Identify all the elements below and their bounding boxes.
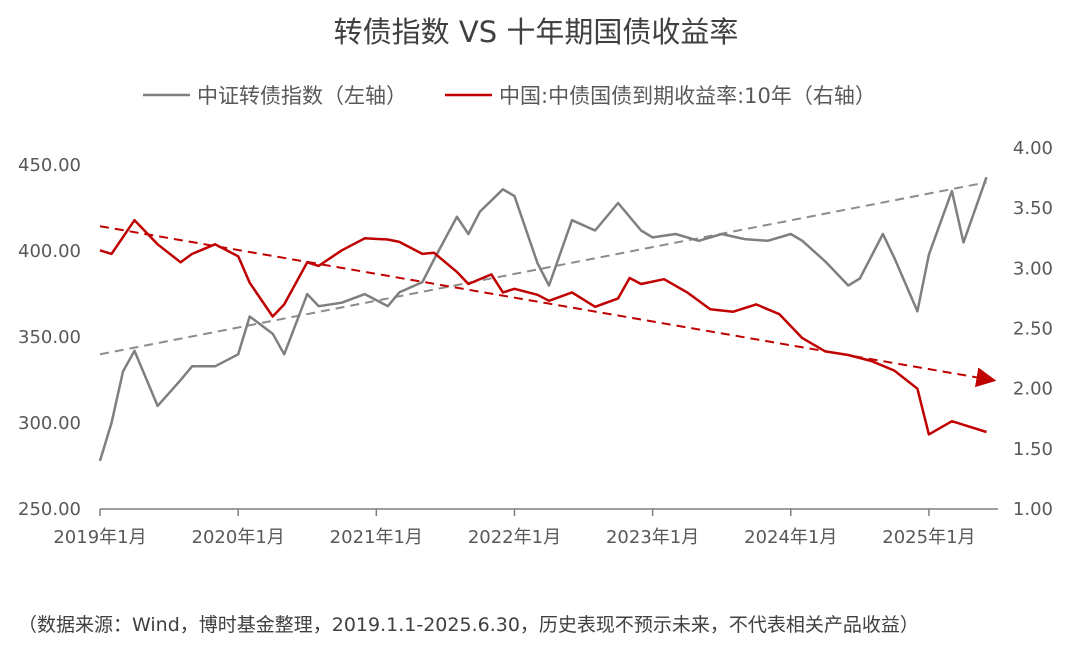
plot-area [98,176,997,462]
right-y-axis: 1.00 1.50 2.00 2.50 3.00 3.50 4.00 [1013,138,1053,520]
y-right-tick-label: 1.00 [1013,499,1053,520]
x-tick-label: 2025年1月 [882,527,975,548]
y-left-tick-label: 400.00 [18,241,81,262]
y-right-tick-label: 2.00 [1013,379,1053,400]
y-right-tick-label: 3.50 [1013,198,1053,219]
legend-label-index: 中证转债指数（左轴） [197,84,407,108]
x-tick-label: 2020年1月 [192,527,285,548]
y-right-tick-label: 2.50 [1013,319,1053,340]
legend: 中证转债指数（左轴） 中国:中债国债到期收益率:10年（右轴） [143,84,876,108]
source-note: （数据来源：Wind，博时基金整理，2019.1.1-2025.6.30，历史表… [18,614,919,636]
y-right-tick-label: 1.50 [1013,439,1053,460]
y-left-tick-label: 450.00 [18,155,81,176]
y-right-tick-label: 4.00 [1013,138,1053,159]
y-left-tick-label: 300.00 [18,413,81,434]
x-tick-label: 2021年1月 [330,527,423,548]
trendline-index [99,181,987,356]
y-left-tick-label: 250.00 [18,499,81,520]
legend-label-yield: 中国:中债国债到期收益率:10年（右轴） [499,84,876,108]
x-axis: 2019年1月 2020年1月 2021年1月 2022年1月 2023年1月 2024年… [53,509,976,548]
series-line-yield [99,218,987,436]
x-tick-label: 2023年1月 [606,527,699,548]
left-y-axis: 250.00 300.00 350.00 400.00 450.00 [18,155,81,520]
chart-title: 转债指数 VS 十年期国债收益率 [334,15,739,49]
x-tick-label: 2024年1月 [744,527,837,548]
x-tick-label: 2019年1月 [53,527,146,548]
x-tick-label: 2022年1月 [468,527,561,548]
y-right-tick-label: 3.00 [1013,258,1053,279]
series-line-index [98,176,988,462]
y-left-tick-label: 350.00 [18,327,81,348]
